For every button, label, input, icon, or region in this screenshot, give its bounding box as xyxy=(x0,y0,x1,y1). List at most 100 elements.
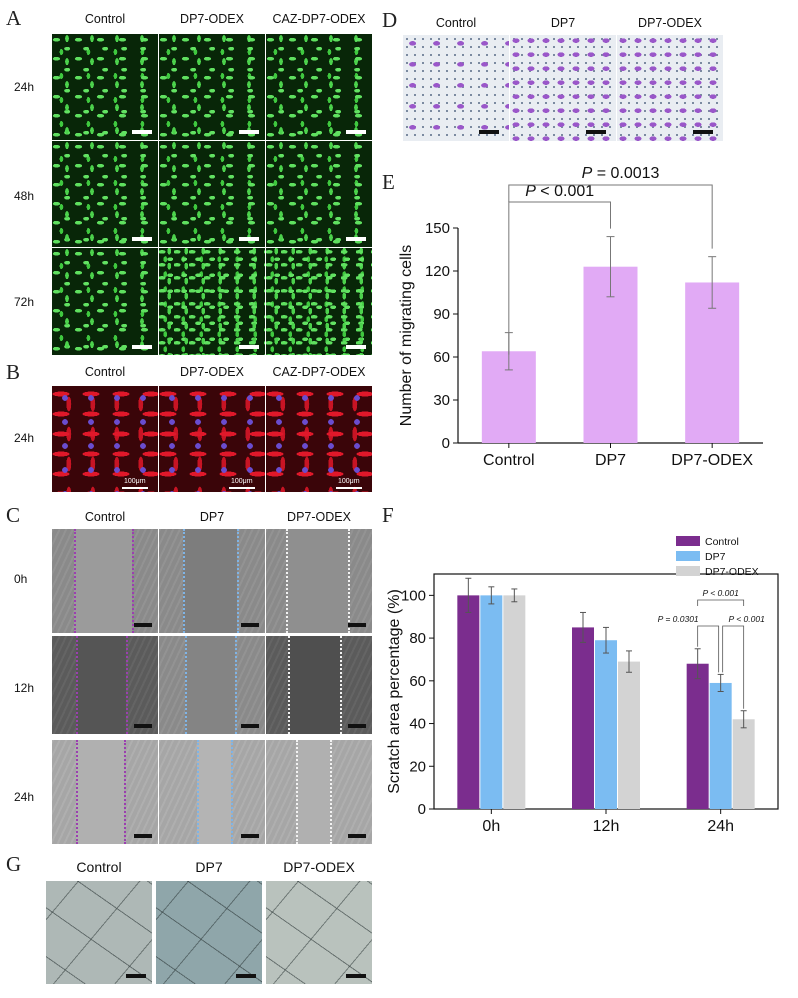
tube-formation-image-g-control xyxy=(46,881,152,984)
legend-swatch-dp7-odex xyxy=(676,566,700,576)
panel-d-col-dp7-odex: DP7-ODEX xyxy=(638,16,702,30)
significance-bracket xyxy=(508,201,611,355)
significance-bracket xyxy=(697,625,720,673)
phalloidin-image-b-caz: 100μm xyxy=(266,386,372,492)
y-tick-label: 30 xyxy=(433,392,450,409)
y-axis-label: Scratch area percentage (%) xyxy=(386,589,403,794)
y-tick-label: 90 xyxy=(433,306,450,323)
bar-dp7-0h xyxy=(480,595,503,809)
panel-b-letter: B xyxy=(6,360,21,384)
panel-c-row-0h: 0h xyxy=(14,572,28,586)
scratch-image-c-dp7odex-0h xyxy=(266,529,372,633)
x-tick-label: Control xyxy=(483,452,535,469)
panel-d-col-control: Control xyxy=(435,16,477,30)
panel-a-row-72h: 72h xyxy=(14,295,35,309)
scratch-image-c-dp7-12h xyxy=(159,636,265,734)
legend-label: Control xyxy=(705,536,739,548)
significance-label: P = 0.0013 xyxy=(582,165,660,182)
fluorescence-image-a-caz-24h xyxy=(266,34,372,140)
y-tick-label: 20 xyxy=(409,758,426,775)
y-tick-label: 0 xyxy=(418,801,426,818)
panel-a-row-24h: 24h xyxy=(14,80,35,94)
panel-g-col-control: Control xyxy=(76,859,122,875)
bar-dp7-24h xyxy=(709,682,732,809)
bar-dp7-odex-0h xyxy=(503,595,526,809)
scratch-image-c-dp7odex-24h xyxy=(266,740,372,844)
y-tick-label: 120 xyxy=(425,263,450,280)
y-tick-label: 100 xyxy=(401,587,426,604)
panel-b-col-dp7-odex: DP7-ODEX xyxy=(180,365,244,379)
panel-g-col-dp7: DP7 xyxy=(195,859,223,875)
transwell-image-d-dp7odex xyxy=(617,35,723,141)
fluorescence-image-a-dp7odex-72h xyxy=(159,248,265,355)
bar-dp7-12h xyxy=(595,640,617,809)
legend-swatch-dp7 xyxy=(676,551,700,561)
panel-b-col-control: Control xyxy=(84,365,126,379)
y-tick-label: 60 xyxy=(433,349,450,366)
panel-a-col-control: Control xyxy=(84,12,126,26)
significance-bracket xyxy=(508,184,713,249)
panel-g-col-dp7-odex: DP7-ODEX xyxy=(283,859,355,875)
y-tick-label: 80 xyxy=(409,630,426,647)
significance-bracket xyxy=(722,625,745,709)
y-tick-label: 0 xyxy=(442,435,450,452)
legend-label: DP7 xyxy=(705,551,726,563)
phalloidin-image-b-control: 100μm xyxy=(52,386,158,492)
bar-control-0h xyxy=(457,595,480,809)
panel-b-row-24h: 24h xyxy=(14,431,35,445)
fluorescence-image-a-caz-48h xyxy=(266,141,372,247)
panel-a-letter: A xyxy=(6,6,22,30)
scalebar-label: 100μm xyxy=(231,478,253,485)
transwell-image-d-control xyxy=(403,35,509,141)
y-tick-label: 60 xyxy=(409,673,426,690)
x-tick-label: DP7 xyxy=(595,452,626,469)
fluorescence-image-a-dp7odex-48h xyxy=(159,141,265,247)
scalebar-label: 100μm xyxy=(338,478,360,485)
scratch-image-c-control-24h xyxy=(52,740,158,844)
fluorescence-image-a-control-48h xyxy=(52,141,158,247)
bar-dp7-odex-12h xyxy=(618,661,640,809)
panel-e-letter: E xyxy=(382,170,395,194)
significance-label: P = 0.0301 xyxy=(658,614,699,624)
panel-f-letter: F xyxy=(382,503,394,527)
x-tick-label: 24h xyxy=(707,818,734,835)
y-tick-label: 150 xyxy=(425,220,450,237)
fluorescence-image-a-dp7odex-24h xyxy=(159,34,265,140)
panel-b-col-caz-dp7-odex: CAZ-DP7-ODEX xyxy=(272,365,366,379)
scalebar-label: 100μm xyxy=(124,478,146,485)
scratch-image-c-control-12h xyxy=(52,636,158,734)
chart-e-migrating-cells: 0 30 60 90 120 150 Control DP7 DP7-ODEX Number of… xyxy=(398,165,763,469)
x-tick-label: 0h xyxy=(482,818,500,835)
panel-a-col-caz-dp7-odex: CAZ-DP7-ODEX xyxy=(272,12,366,26)
bar-dp7-odex xyxy=(685,282,740,443)
panel-c-letter: C xyxy=(6,503,21,527)
panel-c-row-24h: 24h xyxy=(14,790,35,804)
scratch-image-c-dp7-0h xyxy=(159,529,265,633)
phalloidin-image-b-dp7odex: 100μm xyxy=(159,386,265,492)
panel-c-col-dp7: DP7 xyxy=(199,510,225,524)
scratch-image-c-dp7odex-12h xyxy=(266,636,372,734)
tube-formation-image-g-dp7odex xyxy=(266,881,372,984)
bar-control-12h xyxy=(572,627,594,809)
chart-f-scratch-area: 0 20 40 60 80 100 0h 12h 24h Scratch area percent… xyxy=(386,536,779,835)
panel-d-letter: D xyxy=(382,8,398,32)
significance-label: P < 0.001 xyxy=(525,183,594,200)
panel-g-letter: G xyxy=(6,852,22,876)
significance-label: P < 0.001 xyxy=(703,588,740,598)
y-tick-label: 40 xyxy=(409,716,426,733)
panel-c-col-control: Control xyxy=(84,510,126,524)
scratch-image-c-dp7-24h xyxy=(159,740,265,844)
fluorescence-image-a-control-72h xyxy=(52,248,158,355)
x-tick-label: 12h xyxy=(593,818,620,835)
fluorescence-image-a-control-24h xyxy=(52,34,158,140)
transwell-image-d-dp7 xyxy=(510,35,616,141)
fluorescence-image-a-caz-72h xyxy=(266,248,372,355)
panel-a-row-48h: 48h xyxy=(14,189,35,203)
legend-label: DP7-ODEX xyxy=(705,566,759,578)
x-tick-label: DP7-ODEX xyxy=(671,452,753,469)
y-axis-label: Number of migrating cells xyxy=(398,245,415,426)
panel-a-col-dp7-odex: DP7-ODEX xyxy=(180,12,244,26)
legend-swatch-control xyxy=(676,536,700,546)
significance-label: P < 0.001 xyxy=(729,614,766,624)
panel-c-col-dp7-odex: DP7-ODEX xyxy=(287,510,351,524)
